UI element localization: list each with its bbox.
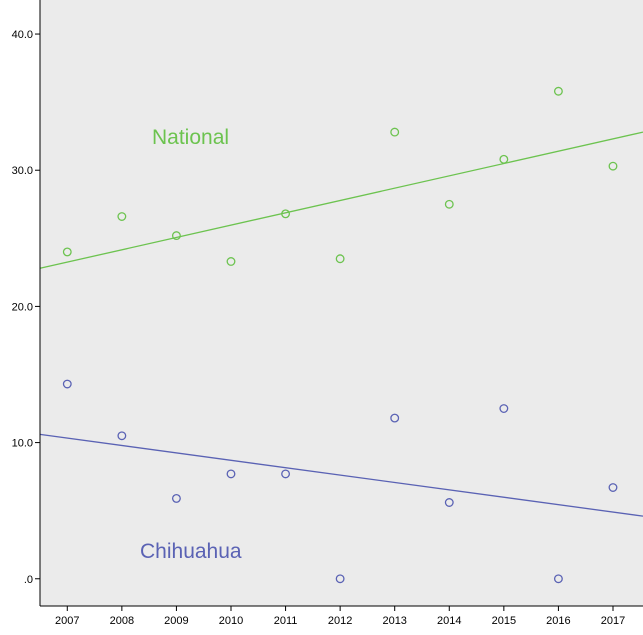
point-chihuahua: [553, 574, 563, 584]
plot-area: [40, 0, 643, 606]
x-tick-label: 2015: [492, 615, 516, 627]
x-tick-label: 2011: [274, 615, 298, 627]
point-national: [62, 247, 72, 257]
fit-line-national: [39, 131, 643, 269]
point-national: [171, 231, 181, 241]
point-national: [281, 209, 291, 219]
y-tick-label: 10.0: [12, 438, 33, 450]
x-tick-label: 2007: [55, 615, 79, 627]
x-axis-ticks: 2007 2008 2009 2010 2011 2012 2013 2014 2015 2016…: [55, 606, 625, 627]
point-chihuahua: [608, 483, 618, 492]
point-chihuahua: [62, 379, 72, 389]
point-chihuahua: [117, 431, 127, 441]
y-axis-ticks: .0 10.0 20.0 30.0 40.0: [12, 29, 40, 586]
data-points: [62, 86, 618, 584]
x-tick-label: 2012: [328, 615, 352, 627]
series-label-national: National: [152, 126, 229, 149]
x-tick-label: 2013: [382, 615, 406, 627]
fit-lines: [39, 131, 643, 517]
point-chihuahua: [171, 493, 181, 503]
x-tick-label: 2016: [546, 615, 570, 627]
x-tick-label: 2014: [437, 615, 461, 627]
x-tick-label: 2009: [164, 615, 188, 627]
point-national: [335, 254, 345, 264]
point-national: [226, 257, 236, 266]
point-national: [117, 212, 127, 221]
series-label-chihuahua: Chihuahua: [140, 540, 242, 563]
y-tick-label: .0: [24, 574, 33, 586]
point-chihuahua: [335, 574, 345, 584]
y-tick-label: 20.0: [12, 301, 33, 313]
x-tick-label: 2008: [110, 615, 134, 627]
point-national: [499, 154, 509, 164]
point-national: [444, 199, 454, 209]
point-national: [553, 86, 563, 96]
point-chihuahua: [499, 404, 509, 413]
point-chihuahua: [226, 469, 236, 479]
point-national: [608, 161, 618, 171]
point-national: [390, 127, 400, 137]
y-tick-label: 40.0: [12, 29, 33, 41]
point-chihuahua: [444, 498, 454, 507]
point-chihuahua: [281, 469, 291, 479]
y-tick-label: 30.0: [12, 165, 33, 177]
point-chihuahua: [390, 413, 400, 423]
fit-line-chihuahua: [39, 433, 643, 517]
x-tick-label: 2017: [601, 615, 625, 627]
x-tick-label: 2010: [219, 615, 243, 627]
